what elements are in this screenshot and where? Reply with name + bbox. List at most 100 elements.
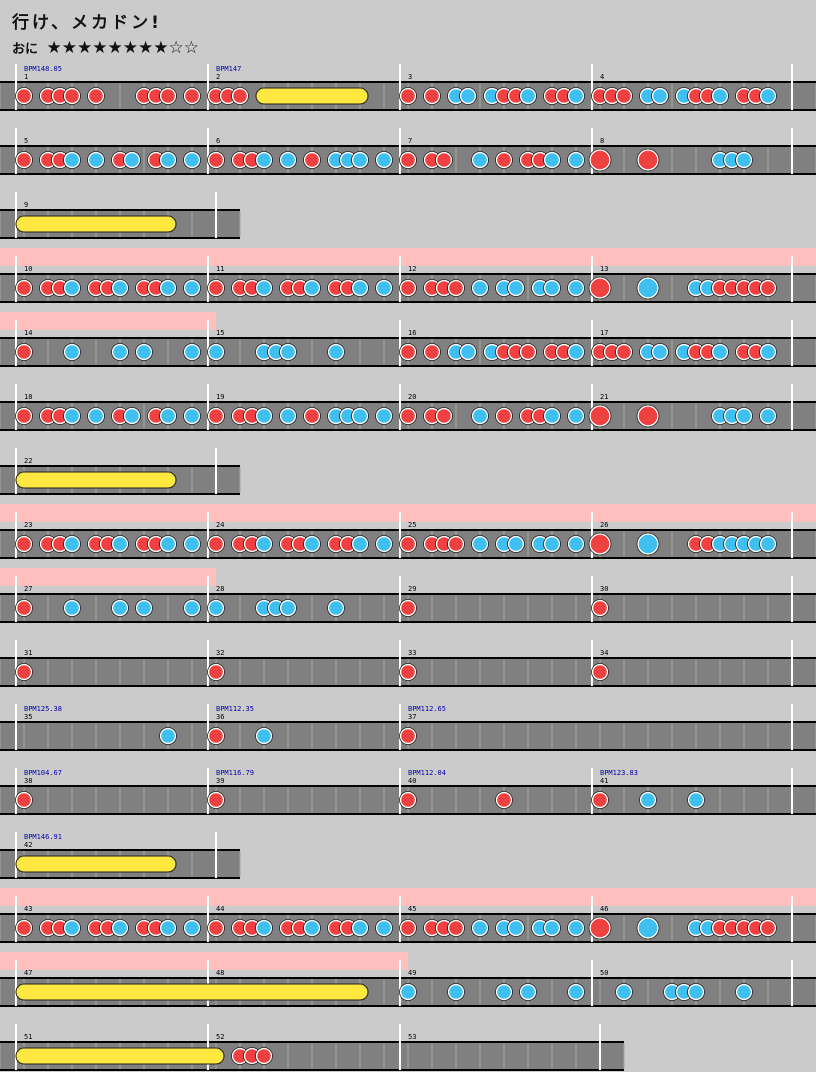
note-outline: [15, 407, 33, 425]
note-outline: [399, 151, 417, 169]
measure-number: 17: [600, 329, 608, 337]
ka-note: [111, 279, 129, 297]
note-outline: [183, 87, 201, 105]
big-don-note: [637, 405, 659, 427]
don-note: [207, 919, 225, 937]
drumroll-note: [15, 855, 177, 873]
note-outline: [567, 535, 585, 553]
note-outline: [183, 343, 201, 361]
measure-number: 25: [408, 521, 416, 529]
don-note: [15, 87, 33, 105]
ka-note: [471, 151, 489, 169]
ka-note: [399, 983, 417, 1001]
ka-note: [87, 407, 105, 425]
ka-note: [519, 87, 537, 105]
measure-number: 53: [408, 1033, 416, 1041]
note-outline: [459, 343, 477, 361]
measure-number: 52: [216, 1033, 224, 1041]
don-note: [15, 343, 33, 361]
ka-note: [63, 151, 81, 169]
note-outline: [495, 791, 513, 809]
note-outline: [159, 919, 177, 937]
note-outline: [375, 407, 393, 425]
note-outline: [207, 407, 225, 425]
note-outline: [588, 532, 612, 556]
note-outline: [135, 343, 153, 361]
ka-note: [183, 599, 201, 617]
don-note: [15, 151, 33, 169]
ka-note: [759, 535, 777, 553]
don-note: [15, 599, 33, 617]
note-outline: [255, 407, 273, 425]
don-note: [63, 87, 81, 105]
note-outline: [588, 404, 612, 428]
ka-note: [123, 151, 141, 169]
ka-note: [255, 407, 273, 425]
ka-note: [375, 151, 393, 169]
note-outline: [495, 983, 513, 1001]
don-note: [615, 343, 633, 361]
note-outline: [279, 343, 297, 361]
note-outline: [255, 727, 273, 745]
note-outline: [759, 407, 777, 425]
ka-note: [471, 407, 489, 425]
don-note: [447, 535, 465, 553]
note-outline: [519, 983, 537, 1001]
measure-number: 19: [216, 393, 224, 401]
ka-note: [279, 151, 297, 169]
don-note: [399, 535, 417, 553]
ka-note: [255, 151, 273, 169]
note-outline: [15, 151, 33, 169]
ka-note: [351, 151, 369, 169]
note-outline: [279, 599, 297, 617]
note-outline: [399, 983, 417, 1001]
note-outline: [351, 919, 369, 937]
note-outline: [639, 791, 657, 809]
ka-note: [351, 919, 369, 937]
note-outline: [495, 151, 513, 169]
measure-number: 21: [600, 393, 608, 401]
don-note: [207, 791, 225, 809]
don-note: [399, 279, 417, 297]
difficulty-stars: ★★★★★★★★☆☆: [46, 38, 199, 58]
bpm-label: BPM147: [216, 65, 241, 73]
note-outline: [543, 535, 561, 553]
note-outline: [255, 1047, 273, 1065]
note-outline: [759, 87, 777, 105]
don-note: [159, 87, 177, 105]
note-outline: [399, 727, 417, 745]
don-note: [231, 87, 249, 105]
note-outline: [519, 87, 537, 105]
note-outline: [423, 87, 441, 105]
ka-note: [711, 87, 729, 105]
note-outline: [759, 535, 777, 553]
note-outline: [471, 407, 489, 425]
don-note: [399, 919, 417, 937]
don-note: [15, 279, 33, 297]
note-outline: [15, 791, 33, 809]
ka-note: [639, 791, 657, 809]
note-outline: [399, 407, 417, 425]
measure-number: 3: [408, 73, 412, 81]
note-outline: [303, 407, 321, 425]
don-note: [759, 279, 777, 297]
measure-number: 22: [24, 457, 32, 465]
note-outline: [759, 279, 777, 297]
measure-number: 14: [24, 329, 32, 337]
ka-note: [351, 279, 369, 297]
note-outline: [735, 151, 753, 169]
note-outline: [123, 407, 141, 425]
note-outline: [375, 919, 393, 937]
drumroll-note: [255, 87, 369, 105]
bpm-label: BPM125.38: [24, 705, 62, 713]
don-note: [15, 919, 33, 937]
gogo-band: [0, 248, 816, 266]
ka-note: [327, 599, 345, 617]
ka-note: [567, 407, 585, 425]
note-outline: [123, 151, 141, 169]
note-outline: [159, 151, 177, 169]
ka-note: [255, 919, 273, 937]
note-outline: [423, 343, 441, 361]
note-outline: [255, 151, 273, 169]
big-don-note: [589, 533, 611, 555]
